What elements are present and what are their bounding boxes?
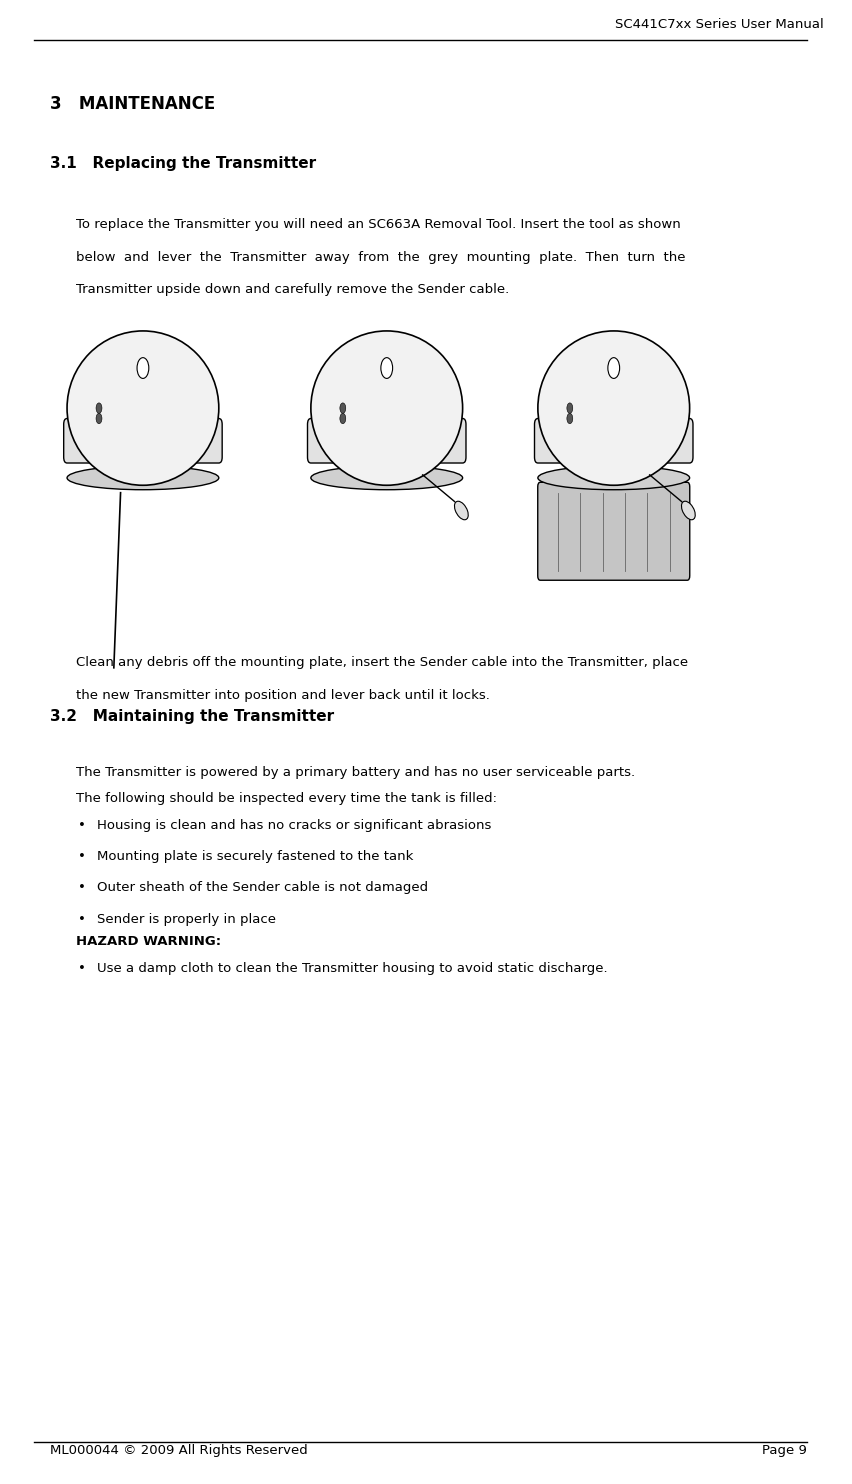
Circle shape — [96, 404, 102, 414]
Circle shape — [96, 414, 102, 424]
Text: •: • — [78, 913, 85, 926]
Circle shape — [137, 358, 149, 378]
Ellipse shape — [538, 466, 689, 490]
Text: 3   MAINTENANCE: 3 MAINTENANCE — [50, 95, 216, 113]
Text: The following should be inspected every time the tank is filled:: The following should be inspected every … — [76, 792, 497, 806]
Circle shape — [340, 414, 346, 424]
Text: ③: ③ — [607, 338, 620, 352]
Text: To replace the Transmitter you will need an SC663A Removal Tool. Insert the tool: To replace the Transmitter you will need… — [76, 218, 681, 232]
Text: Outer sheath of the Sender cable is not damaged: Outer sheath of the Sender cable is not … — [96, 881, 428, 895]
Text: 3.2   Maintaining the Transmitter: 3.2 Maintaining the Transmitter — [50, 709, 335, 724]
Text: Sender is properly in place: Sender is properly in place — [96, 913, 276, 926]
Text: Use a damp cloth to clean the Transmitter housing to avoid static discharge.: Use a damp cloth to clean the Transmitte… — [96, 962, 607, 975]
Text: ②: ② — [381, 338, 393, 352]
Text: •: • — [78, 881, 85, 895]
Circle shape — [567, 404, 573, 414]
Text: Mounting plate is securely fastened to the tank: Mounting plate is securely fastened to t… — [96, 850, 413, 864]
Text: Page 9: Page 9 — [763, 1444, 807, 1457]
FancyBboxPatch shape — [534, 418, 693, 463]
Circle shape — [567, 414, 573, 424]
Text: The Transmitter is powered by a primary battery and has no user serviceable part: The Transmitter is powered by a primary … — [76, 766, 635, 779]
Text: 3.1   Replacing the Transmitter: 3.1 Replacing the Transmitter — [50, 156, 317, 171]
Text: HAZARD WARNING:: HAZARD WARNING: — [76, 935, 221, 948]
Circle shape — [340, 404, 346, 414]
FancyBboxPatch shape — [64, 418, 222, 463]
Ellipse shape — [454, 502, 469, 519]
Text: Transmitter upside down and carefully remove the Sender cable.: Transmitter upside down and carefully re… — [76, 283, 509, 297]
Text: •: • — [78, 819, 85, 833]
Ellipse shape — [682, 502, 695, 519]
Circle shape — [607, 358, 619, 378]
Text: ①: ① — [136, 338, 149, 352]
Text: ML000044 © 2009 All Rights Reserved: ML000044 © 2009 All Rights Reserved — [50, 1444, 308, 1457]
Text: Housing is clean and has no cracks or significant abrasions: Housing is clean and has no cracks or si… — [96, 819, 491, 833]
Ellipse shape — [311, 331, 463, 485]
Text: below  and  lever  the  Transmitter  away  from  the  grey  mounting  plate.  Th: below and lever the Transmitter away fro… — [76, 251, 685, 264]
Ellipse shape — [67, 466, 219, 490]
Ellipse shape — [538, 331, 689, 485]
Ellipse shape — [67, 331, 219, 485]
Text: •: • — [78, 850, 85, 864]
Text: Clean any debris off the mounting plate, insert the Sender cable into the Transm: Clean any debris off the mounting plate,… — [76, 656, 688, 669]
Circle shape — [381, 358, 393, 378]
Ellipse shape — [311, 466, 463, 490]
Text: •: • — [78, 962, 85, 975]
FancyBboxPatch shape — [538, 482, 690, 580]
Text: SC441C7xx Series User Manual: SC441C7xx Series User Manual — [615, 18, 824, 31]
FancyBboxPatch shape — [308, 418, 466, 463]
Text: the new Transmitter into position and lever back until it locks.: the new Transmitter into position and le… — [76, 689, 490, 702]
